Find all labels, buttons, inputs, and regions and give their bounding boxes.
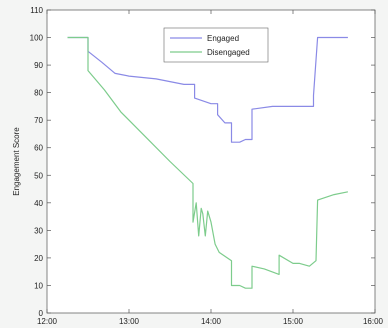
y-tick-label: 110 xyxy=(30,6,43,15)
y-tick-label: 0 xyxy=(39,309,44,318)
y-tick-label: 90 xyxy=(34,61,43,70)
y-tick-label: 40 xyxy=(34,199,43,208)
legend-label: Disengaged xyxy=(207,48,250,57)
series-line-engaged xyxy=(67,36,348,143)
series-line-disengaged xyxy=(67,36,349,289)
y-tick-label: 10 xyxy=(34,281,43,290)
x-tick-label: 13:00 xyxy=(119,317,140,326)
y-tick-label: 100 xyxy=(30,34,44,43)
legend-box xyxy=(163,27,269,63)
series-lines xyxy=(67,36,349,289)
y-tick-label: 20 xyxy=(34,254,43,263)
y-axis-label: Engagement Score xyxy=(12,127,21,196)
x-tick-label: 12:00 xyxy=(37,317,58,326)
legend: Engaged Disengaged xyxy=(163,27,269,63)
y-axis: 0 10 20 30 40 50 60 70 80 90 100 110 xyxy=(30,6,375,318)
x-axis: 12:00 13:00 14:00 15:00 16:00 xyxy=(37,10,384,326)
y-tick-label: 80 xyxy=(34,89,43,98)
x-tick-label: 14:00 xyxy=(201,317,222,326)
y-tick-label: 30 xyxy=(34,226,43,235)
x-tick-label: 15:00 xyxy=(283,317,304,326)
y-tick-label: 60 xyxy=(34,144,43,153)
y-tick-label: 70 xyxy=(34,116,43,125)
x-tick-label: 16:00 xyxy=(363,317,384,326)
legend-label: Engaged xyxy=(207,34,239,43)
y-tick-label: 50 xyxy=(34,171,43,180)
